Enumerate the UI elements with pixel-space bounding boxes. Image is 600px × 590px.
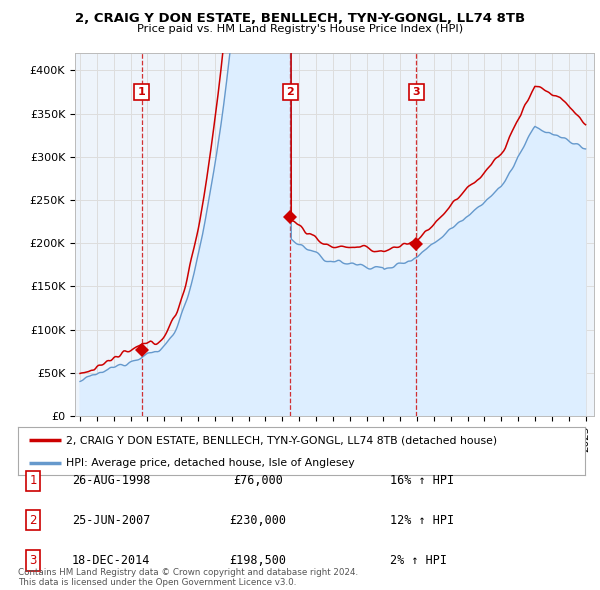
Text: 26-AUG-1998: 26-AUG-1998 xyxy=(72,474,150,487)
Text: 18-DEC-2014: 18-DEC-2014 xyxy=(72,554,150,567)
Text: Price paid vs. HM Land Registry's House Price Index (HPI): Price paid vs. HM Land Registry's House … xyxy=(137,24,463,34)
Text: 2, CRAIG Y DON ESTATE, BENLLECH, TYN-Y-GONGL, LL74 8TB (detached house): 2, CRAIG Y DON ESTATE, BENLLECH, TYN-Y-G… xyxy=(66,435,497,445)
Text: 2% ↑ HPI: 2% ↑ HPI xyxy=(390,554,447,567)
Text: Contains HM Land Registry data © Crown copyright and database right 2024.
This d: Contains HM Land Registry data © Crown c… xyxy=(18,568,358,587)
Text: 1: 1 xyxy=(137,87,145,97)
Text: 16% ↑ HPI: 16% ↑ HPI xyxy=(390,474,454,487)
Text: 25-JUN-2007: 25-JUN-2007 xyxy=(72,514,150,527)
Text: 3: 3 xyxy=(29,554,37,567)
Text: 2: 2 xyxy=(29,514,37,527)
Text: 3: 3 xyxy=(413,87,420,97)
Text: 1: 1 xyxy=(29,474,37,487)
Text: 2: 2 xyxy=(286,87,294,97)
Text: 2, CRAIG Y DON ESTATE, BENLLECH, TYN-Y-GONGL, LL74 8TB: 2, CRAIG Y DON ESTATE, BENLLECH, TYN-Y-G… xyxy=(75,12,525,25)
Text: £76,000: £76,000 xyxy=(233,474,283,487)
Text: £198,500: £198,500 xyxy=(229,554,287,567)
Text: £230,000: £230,000 xyxy=(229,514,287,527)
Text: HPI: Average price, detached house, Isle of Anglesey: HPI: Average price, detached house, Isle… xyxy=(66,458,355,468)
Text: 12% ↑ HPI: 12% ↑ HPI xyxy=(390,514,454,527)
